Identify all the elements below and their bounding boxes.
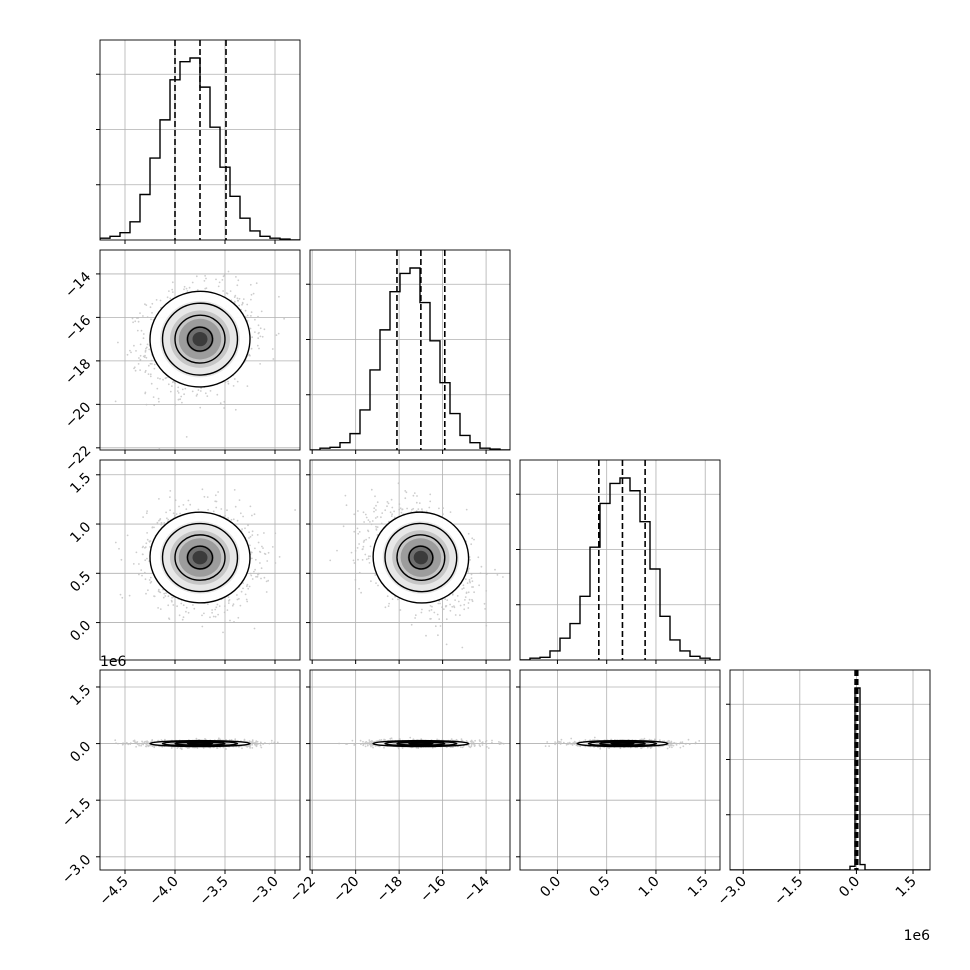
panel-2-1 <box>306 459 511 664</box>
x-tick-label: 0.0 <box>836 874 863 901</box>
y-tick-label: 0.0 <box>67 618 94 645</box>
contour-line <box>396 534 446 581</box>
y-tick-label: −14 <box>62 269 94 301</box>
panel-content <box>100 670 300 870</box>
panel-content <box>310 670 510 870</box>
panel-0-0 <box>96 39 301 244</box>
x-tick-label: −1.5 <box>771 874 806 909</box>
panel-1-0 <box>96 249 301 454</box>
y-tick-label: −20 <box>62 399 94 431</box>
y-tick-label: −1.5 <box>59 795 94 830</box>
panel-frame <box>309 249 511 451</box>
contour-line <box>161 522 239 593</box>
y-tick-label: −18 <box>62 356 94 388</box>
y-offset-label: 1e6 <box>100 654 127 670</box>
x-tick-label: 1.5 <box>893 874 920 901</box>
x-offset-label: 1e6 <box>904 928 931 944</box>
histogram-step <box>520 477 720 660</box>
y-tick-label: 0.0 <box>67 739 94 766</box>
y-tick-label: 1.5 <box>67 682 94 709</box>
x-tick-label: −4.0 <box>146 874 181 909</box>
panel-frame <box>309 459 511 661</box>
x-tick-label: −18 <box>374 874 406 906</box>
panel-3-1 <box>306 669 511 874</box>
histogram-step <box>310 267 510 450</box>
density-ellipse <box>192 331 208 347</box>
contour-line <box>186 545 214 570</box>
panels-layer <box>96 39 931 874</box>
contour-line <box>372 511 470 604</box>
contour-line <box>161 302 239 376</box>
contour-line <box>408 742 434 746</box>
contour-line <box>174 741 226 746</box>
contour-line <box>384 522 458 593</box>
contour-line <box>576 739 669 748</box>
contour-line <box>396 741 446 746</box>
x-tick-label: 0.0 <box>537 874 564 901</box>
y-tick-label: −16 <box>62 312 94 344</box>
contour-line <box>599 741 646 746</box>
panel-content <box>100 250 300 450</box>
panel-content <box>100 460 300 660</box>
x-tick-label: −20 <box>330 874 362 906</box>
panel-3-2 <box>516 669 721 874</box>
contour-line <box>610 742 635 746</box>
x-tick-label: −22 <box>287 874 319 906</box>
contour-line <box>174 534 226 581</box>
contour-line <box>174 314 226 364</box>
x-tick-label: 0.5 <box>586 874 613 901</box>
panel-frame <box>99 459 301 661</box>
contour-line <box>186 742 214 746</box>
density-ellipse <box>413 550 429 565</box>
x-tick-label: 1.5 <box>685 874 712 901</box>
panel-3-3 <box>726 669 931 874</box>
panel-frame <box>519 459 721 661</box>
x-tick-label: −4.5 <box>96 874 131 909</box>
panel-frame <box>519 669 721 871</box>
histogram-step <box>730 687 930 870</box>
panel-content <box>100 40 300 240</box>
panel-2-2 <box>516 459 721 664</box>
panel-content <box>310 460 510 660</box>
panel-content <box>520 460 720 660</box>
panel-content <box>520 670 720 870</box>
x-tick-label: −14 <box>461 873 493 905</box>
panel-frame <box>99 39 301 241</box>
panel-1-1 <box>306 249 511 454</box>
x-tick-label: −16 <box>417 873 449 905</box>
panel-frame <box>729 669 931 871</box>
x-tick-label: −3.0 <box>246 874 281 909</box>
contour-line <box>186 326 214 352</box>
contour-line <box>149 739 251 748</box>
contour-line <box>384 740 458 747</box>
contour-line <box>161 740 239 747</box>
contour-line <box>372 739 470 748</box>
panel-2-0 <box>96 459 301 664</box>
y-tick-label: 1.0 <box>67 519 94 546</box>
panel-frame <box>309 669 511 871</box>
contour-line <box>149 511 251 604</box>
panel-frame <box>99 669 301 871</box>
contour-line <box>587 740 658 747</box>
contour-line <box>149 290 251 388</box>
panel-content <box>730 670 930 870</box>
contour-line <box>408 545 434 570</box>
panel-content <box>310 250 510 450</box>
x-tick-label: −3.0 <box>715 874 750 909</box>
x-tick-label: −3.5 <box>196 874 231 909</box>
panel-3-0 <box>96 669 301 874</box>
y-tick-label: 0.5 <box>67 568 94 595</box>
y-tick-label: −22 <box>62 443 94 475</box>
x-tick-label: 1.0 <box>636 874 663 901</box>
panel-frame <box>99 249 301 451</box>
y-tick-label: −3.0 <box>59 852 94 887</box>
density-ellipse <box>192 550 208 565</box>
